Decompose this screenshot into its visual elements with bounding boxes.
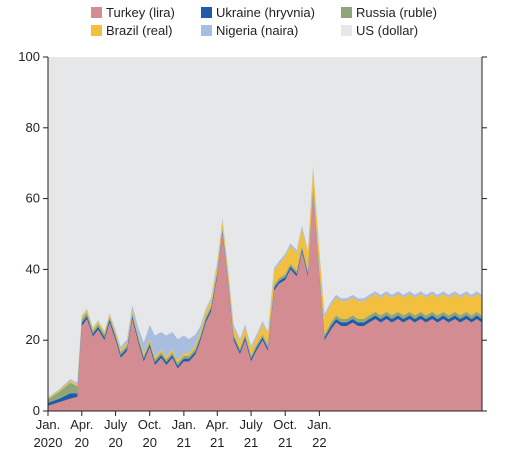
y-tick-label: 60: [26, 191, 40, 206]
y-ticks: 0 20 40 60 80 100: [18, 49, 487, 418]
x-ticks: Jan. 2020 Apr. 20 July 20 Oct. 20 Jan. 21 Apr. 21 Ju…: [34, 411, 332, 450]
legend-label-us-dollar: US (dollar): [356, 23, 418, 38]
x-tick-label-year: 2020: [34, 435, 63, 450]
area-turkey-lira: [48, 191, 482, 411]
legend-swatch-ukraine-hryvnia: [201, 7, 212, 18]
legend-swatch-us-dollar: [341, 25, 352, 36]
x-tick-label: Oct.: [273, 417, 297, 432]
y-tick-label: 80: [26, 120, 40, 135]
x-tick-label-year: 21: [177, 435, 191, 450]
x-tick-label: Oct.: [138, 417, 162, 432]
x-tick-label: Jan.: [307, 417, 332, 432]
x-tick-label-year: 21: [278, 435, 292, 450]
legend-label-turkey-lira: Turkey (lira): [106, 5, 175, 20]
legend: Turkey (lira) Ukraine (hryvnia) Russia (ru…: [91, 5, 437, 38]
x-tick-label-year: 21: [244, 435, 258, 450]
x-tick-label: July: [104, 417, 128, 432]
x-tick-label-year: 20: [142, 435, 156, 450]
x-tick-label-year: 20: [108, 435, 122, 450]
x-tick-label: July: [240, 417, 264, 432]
y-tick-label: 100: [18, 49, 40, 64]
legend-label-brazil-real: Brazil (real): [106, 23, 172, 38]
area-nigeria-naira: [48, 165, 482, 399]
x-tick-label: Apr.: [70, 417, 93, 432]
x-tick-label: Apr.: [206, 417, 229, 432]
legend-label-nigeria-naira: Nigeria (naira): [216, 23, 298, 38]
legend-swatch-russia-ruble: [341, 7, 352, 18]
legend-label-ukraine-hryvnia: Ukraine (hryvnia): [216, 5, 315, 20]
axes: [47, 57, 483, 412]
legend-label-russia-ruble: Russia (ruble): [356, 5, 437, 20]
legend-swatch-nigeria-naira: [201, 25, 212, 36]
legend-swatch-turkey-lira: [91, 7, 102, 18]
x-tick-label-year: 22: [312, 435, 326, 450]
y-tick-label: 0: [33, 403, 40, 418]
x-tick-label: Jan.: [36, 417, 61, 432]
area-layers: [48, 165, 482, 411]
x-tick-label-year: 21: [210, 435, 224, 450]
x-tick-label: Jan.: [172, 417, 197, 432]
y-tick-label: 20: [26, 332, 40, 347]
y-tick-label: 40: [26, 261, 40, 276]
legend-swatch-brazil-real: [91, 25, 102, 36]
x-tick-label-year: 20: [75, 435, 89, 450]
